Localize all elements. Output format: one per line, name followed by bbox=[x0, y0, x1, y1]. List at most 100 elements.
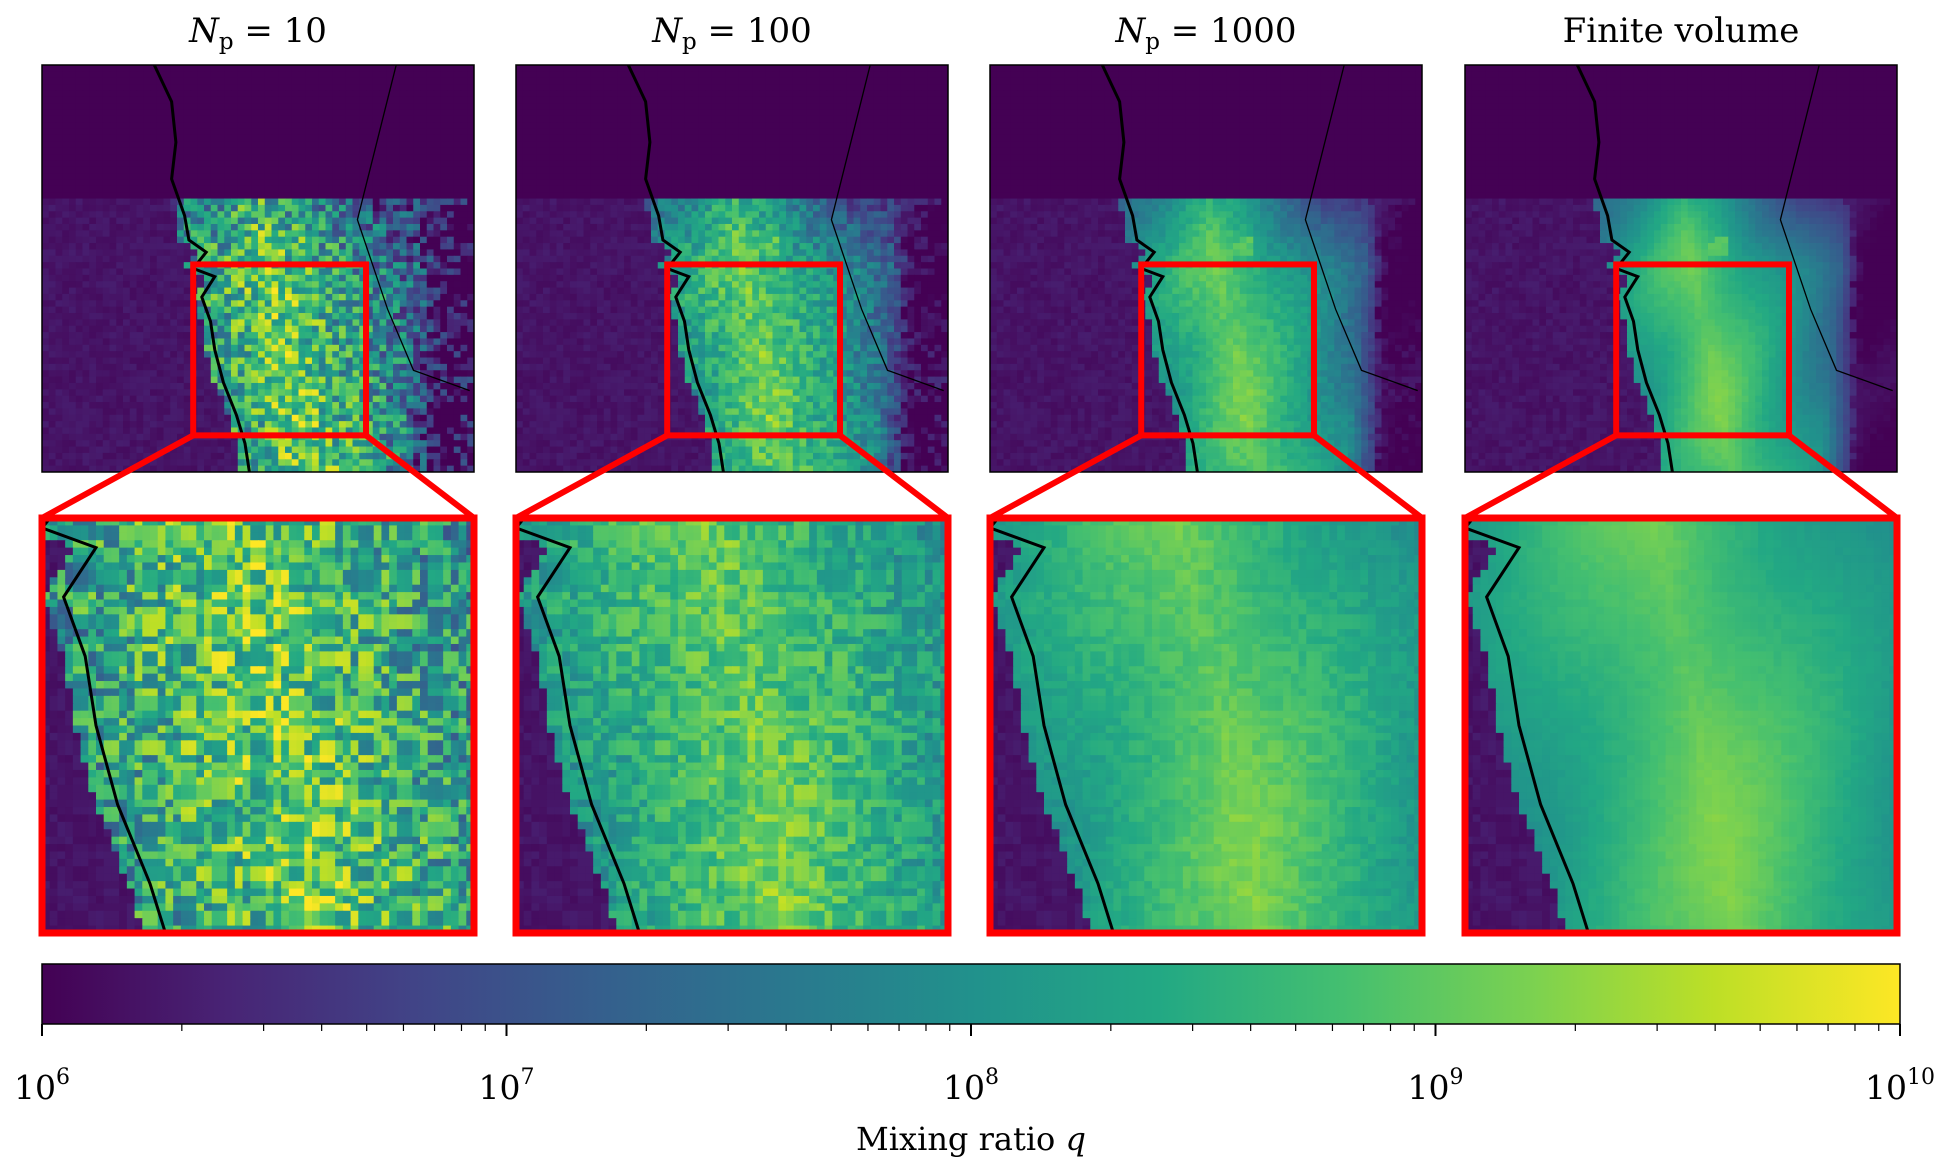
heatmap-cell bbox=[258, 71, 266, 79]
heatmap-cell bbox=[372, 376, 381, 384]
heatmap-cell bbox=[413, 268, 421, 276]
heatmap-cell bbox=[271, 141, 279, 149]
heatmap-cell bbox=[305, 236, 313, 244]
heatmap-cell bbox=[102, 427, 111, 435]
heatmap-cell bbox=[69, 109, 77, 117]
heatmap-cell bbox=[150, 77, 158, 85]
heatmap-cell bbox=[150, 217, 158, 225]
heatmap-cell bbox=[372, 236, 381, 244]
heatmap-cell bbox=[109, 376, 117, 384]
heatmap-cell bbox=[136, 84, 144, 92]
heatmap-cell bbox=[163, 230, 171, 238]
heatmap-cell bbox=[177, 414, 185, 422]
heatmap-cell bbox=[264, 192, 273, 200]
heatmap-cell bbox=[170, 338, 178, 346]
heatmap-cell bbox=[65, 547, 74, 556]
heatmap-cell bbox=[163, 306, 171, 314]
heatmap-cell bbox=[62, 363, 70, 371]
heatmap-cell bbox=[298, 84, 306, 92]
heatmap-cell bbox=[190, 211, 198, 219]
heatmap-cell bbox=[420, 71, 428, 79]
heatmap-cell bbox=[136, 325, 144, 333]
heatmap-cell bbox=[440, 65, 448, 72]
heatmap-cell bbox=[381, 629, 390, 638]
heatmap-cell bbox=[467, 376, 474, 384]
heatmap-cell bbox=[379, 319, 387, 327]
heatmap-cell bbox=[396, 621, 406, 630]
heatmap-cell bbox=[89, 414, 97, 422]
heatmap-cell bbox=[123, 96, 131, 104]
heatmap-cell bbox=[433, 217, 441, 225]
heatmap-cell bbox=[332, 173, 340, 181]
heatmap-cell bbox=[281, 562, 290, 571]
heatmap-cell bbox=[467, 357, 474, 365]
heatmap-cell bbox=[109, 402, 117, 410]
heatmap-cell bbox=[359, 465, 367, 472]
heatmap-cell bbox=[278, 230, 286, 238]
heatmap-cell bbox=[359, 243, 367, 251]
heatmap-cell bbox=[48, 414, 57, 422]
heatmap-cell bbox=[237, 325, 246, 333]
heatmap-cell bbox=[136, 255, 144, 263]
heatmap-cell bbox=[42, 300, 50, 308]
heatmap-cell bbox=[217, 160, 225, 168]
heatmap-cell bbox=[399, 262, 408, 270]
heatmap-cell bbox=[305, 192, 313, 200]
heatmap-cell bbox=[426, 217, 435, 225]
heatmap-cell bbox=[197, 71, 205, 79]
heatmap-cell bbox=[285, 96, 293, 104]
heatmap-cell bbox=[150, 325, 158, 333]
heatmap-cell bbox=[177, 223, 185, 231]
heatmap-cell bbox=[177, 465, 185, 472]
heatmap-cell bbox=[62, 243, 70, 251]
heatmap-cell bbox=[447, 300, 455, 308]
heatmap-cell bbox=[234, 532, 244, 541]
heatmap-cell bbox=[447, 96, 455, 104]
heatmap-cell bbox=[82, 223, 90, 231]
heatmap-cell bbox=[350, 540, 359, 549]
heatmap-cell bbox=[359, 306, 367, 314]
heatmap-cell bbox=[312, 281, 320, 289]
heatmap-cell bbox=[366, 154, 374, 161]
heatmap-cell bbox=[217, 332, 225, 340]
heatmap-cell bbox=[123, 300, 131, 308]
heatmap-cell bbox=[258, 614, 267, 623]
heatmap-cell bbox=[190, 84, 198, 92]
heatmap-cell bbox=[55, 154, 63, 161]
heatmap-cell bbox=[96, 459, 104, 467]
heatmap-cell bbox=[103, 532, 113, 541]
heatmap-cell bbox=[163, 236, 171, 244]
heatmap-cell bbox=[177, 268, 185, 276]
heatmap-cell bbox=[318, 122, 327, 130]
heatmap-cell bbox=[440, 465, 448, 472]
heatmap-cell bbox=[318, 185, 327, 193]
heatmap-cell bbox=[440, 262, 448, 270]
heatmap-cell bbox=[264, 217, 273, 225]
heatmap-cell bbox=[190, 103, 198, 111]
heatmap-cell bbox=[196, 562, 205, 571]
heatmap-cell bbox=[224, 325, 232, 333]
heatmap-cell bbox=[116, 109, 124, 117]
heatmap-cell bbox=[413, 192, 421, 200]
heatmap-cell bbox=[190, 96, 198, 104]
heatmap-cell bbox=[404, 599, 413, 608]
heatmap-cell bbox=[102, 154, 111, 161]
heatmap-cell bbox=[296, 614, 305, 623]
heatmap-cell bbox=[460, 198, 468, 206]
heatmap-cell bbox=[180, 555, 190, 564]
heatmap-cell bbox=[109, 268, 117, 276]
heatmap-cell bbox=[109, 166, 117, 174]
heatmap-cell bbox=[111, 562, 120, 571]
heatmap-cell bbox=[433, 65, 441, 72]
heatmap-cell bbox=[460, 446, 468, 454]
heatmap-cell bbox=[285, 274, 293, 282]
heatmap-cell bbox=[197, 134, 205, 142]
heatmap-cell bbox=[345, 281, 354, 289]
heatmap-cell bbox=[88, 614, 97, 623]
heatmap-cell bbox=[251, 281, 259, 289]
heatmap-cell bbox=[156, 459, 165, 467]
heatmap-cell bbox=[325, 332, 333, 340]
heatmap-cell bbox=[143, 90, 151, 98]
heatmap-cell bbox=[55, 382, 63, 390]
heatmap-cell bbox=[440, 109, 448, 117]
